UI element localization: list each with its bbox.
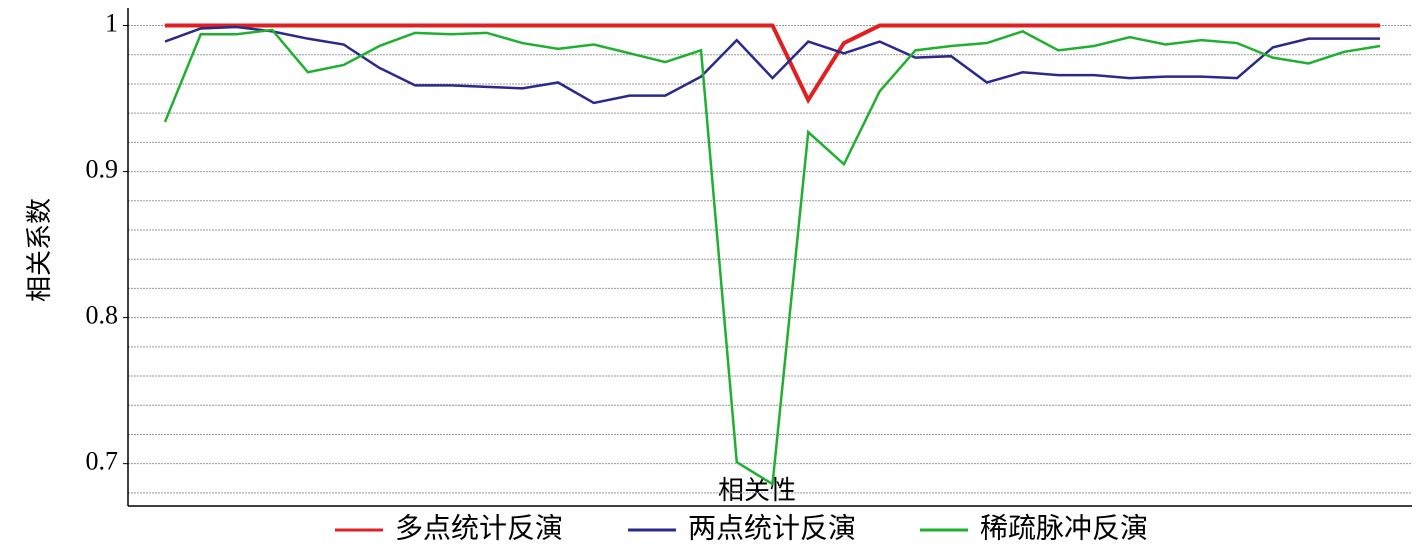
y-tick-label: 1 [105,8,118,37]
series-line [165,23,1380,105]
y-tick-label: 0.7 [86,447,119,476]
y-tick-label: 0.8 [86,301,119,330]
legend-label: 稀疏脉冲反演 [980,512,1148,544]
legend-label: 多点统计反演 [395,512,563,544]
y-tick-label: 0.9 [86,155,119,184]
series-line [164,25,1380,105]
x-axis-label: 相关性 [718,476,796,505]
series-line [163,28,1381,487]
legend-label: 两点统计反演 [688,512,856,544]
y-axis-label: 相关系数 [25,198,54,302]
